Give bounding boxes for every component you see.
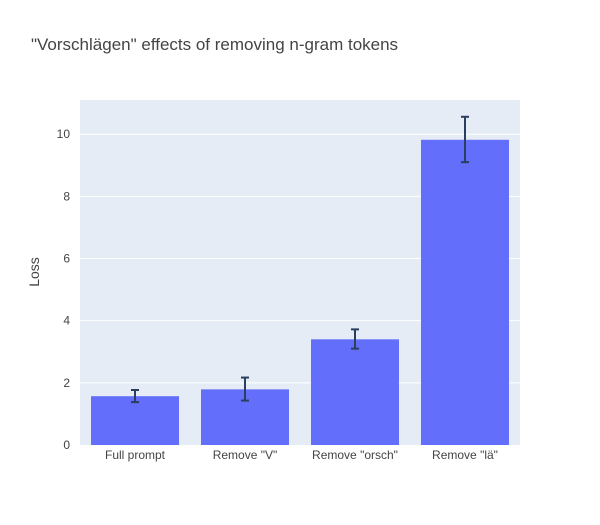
x-tick-label: Remove "V" xyxy=(213,448,278,462)
y-tick-label: 4 xyxy=(63,314,70,328)
y-axis-title: Loss xyxy=(26,257,42,287)
x-tick-label: Full prompt xyxy=(105,448,166,462)
error-bar xyxy=(351,328,359,350)
y-tick-label: 8 xyxy=(63,189,70,203)
error-bar xyxy=(131,388,139,404)
error-bars xyxy=(131,115,469,404)
error-bar xyxy=(241,376,249,402)
y-axis-ticks: 0 2 4 6 8 10 xyxy=(57,127,71,452)
y-tick-label: 0 xyxy=(63,438,70,452)
y-tick-label: 2 xyxy=(63,376,70,390)
x-axis-ticks: Full prompt Remove "V" Remove "orsch" Remov… xyxy=(105,448,498,462)
bar xyxy=(91,396,179,445)
y-tick-label: 10 xyxy=(57,127,71,141)
x-tick-label: Remove "lä" xyxy=(432,448,498,462)
x-tick-label: Remove "orsch" xyxy=(312,448,398,462)
bar xyxy=(311,339,399,445)
bars xyxy=(91,139,509,445)
error-bar xyxy=(461,115,469,164)
bar xyxy=(421,139,509,445)
chart-title: "Vorschlägen" effects of removing n-gram… xyxy=(31,35,398,54)
y-tick-label: 6 xyxy=(63,252,70,266)
